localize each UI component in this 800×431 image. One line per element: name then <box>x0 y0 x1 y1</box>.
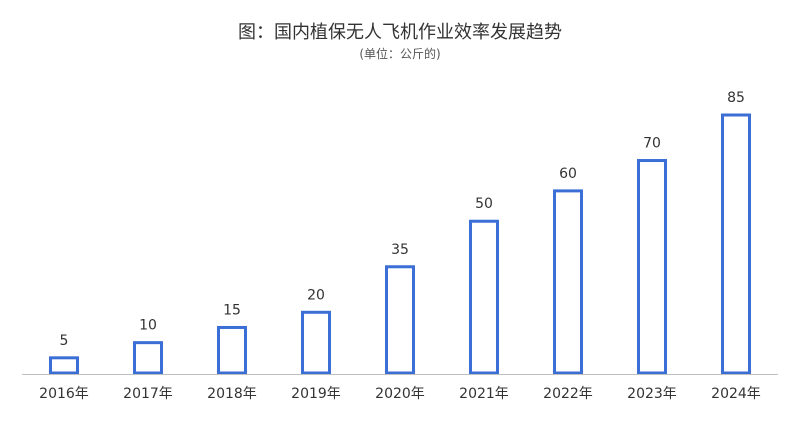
bar-2021年 <box>469 219 499 375</box>
data-label-2018年: 15 <box>223 302 241 318</box>
data-label-2024年: 85 <box>727 90 745 106</box>
chart-subtitle: (单位：公斤的) <box>359 47 441 61</box>
labels-layer: 5 10 15 20 35 50 60 70 85 <box>60 90 745 349</box>
bar-2020年 <box>385 265 415 375</box>
ticks-layer: 2016年 2017年 2018年 2019年 2020年 2021年 2022年 2023年… <box>39 386 761 402</box>
data-label-2017年: 10 <box>139 318 157 334</box>
data-label-2023年: 70 <box>643 136 661 152</box>
x-tick-label-2020年: 2020年 <box>375 386 425 402</box>
bar-2017年 <box>133 341 163 375</box>
x-tick-label-2019年: 2019年 <box>291 386 341 402</box>
bar-2023年 <box>637 159 667 375</box>
data-label-2021年: 50 <box>475 196 493 212</box>
bar-2019年 <box>301 310 331 375</box>
bars-layer <box>49 113 751 375</box>
data-label-2020年: 35 <box>391 242 409 258</box>
x-tick-label-2022年: 2022年 <box>543 386 593 402</box>
data-label-2016年: 5 <box>60 333 69 349</box>
data-label-2019年: 20 <box>307 287 325 303</box>
x-tick-label-2021年: 2021年 <box>459 386 509 402</box>
x-tick-label-2016年: 2016年 <box>39 386 89 402</box>
x-tick-label-2024年: 2024年 <box>711 386 761 402</box>
data-label-2022年: 60 <box>559 166 577 182</box>
bar-2024年 <box>721 113 751 375</box>
x-tick-label-2023年: 2023年 <box>627 386 677 402</box>
x-tick-label-2017年: 2017年 <box>123 386 173 402</box>
bar-2022年 <box>553 189 583 375</box>
bar-2018年 <box>217 325 247 375</box>
chart-title: 图：国内植保无人飞机作业效率发展趋势 <box>238 22 562 43</box>
bar-2016年 <box>49 356 79 375</box>
x-tick-label-2018年: 2018年 <box>207 386 257 402</box>
